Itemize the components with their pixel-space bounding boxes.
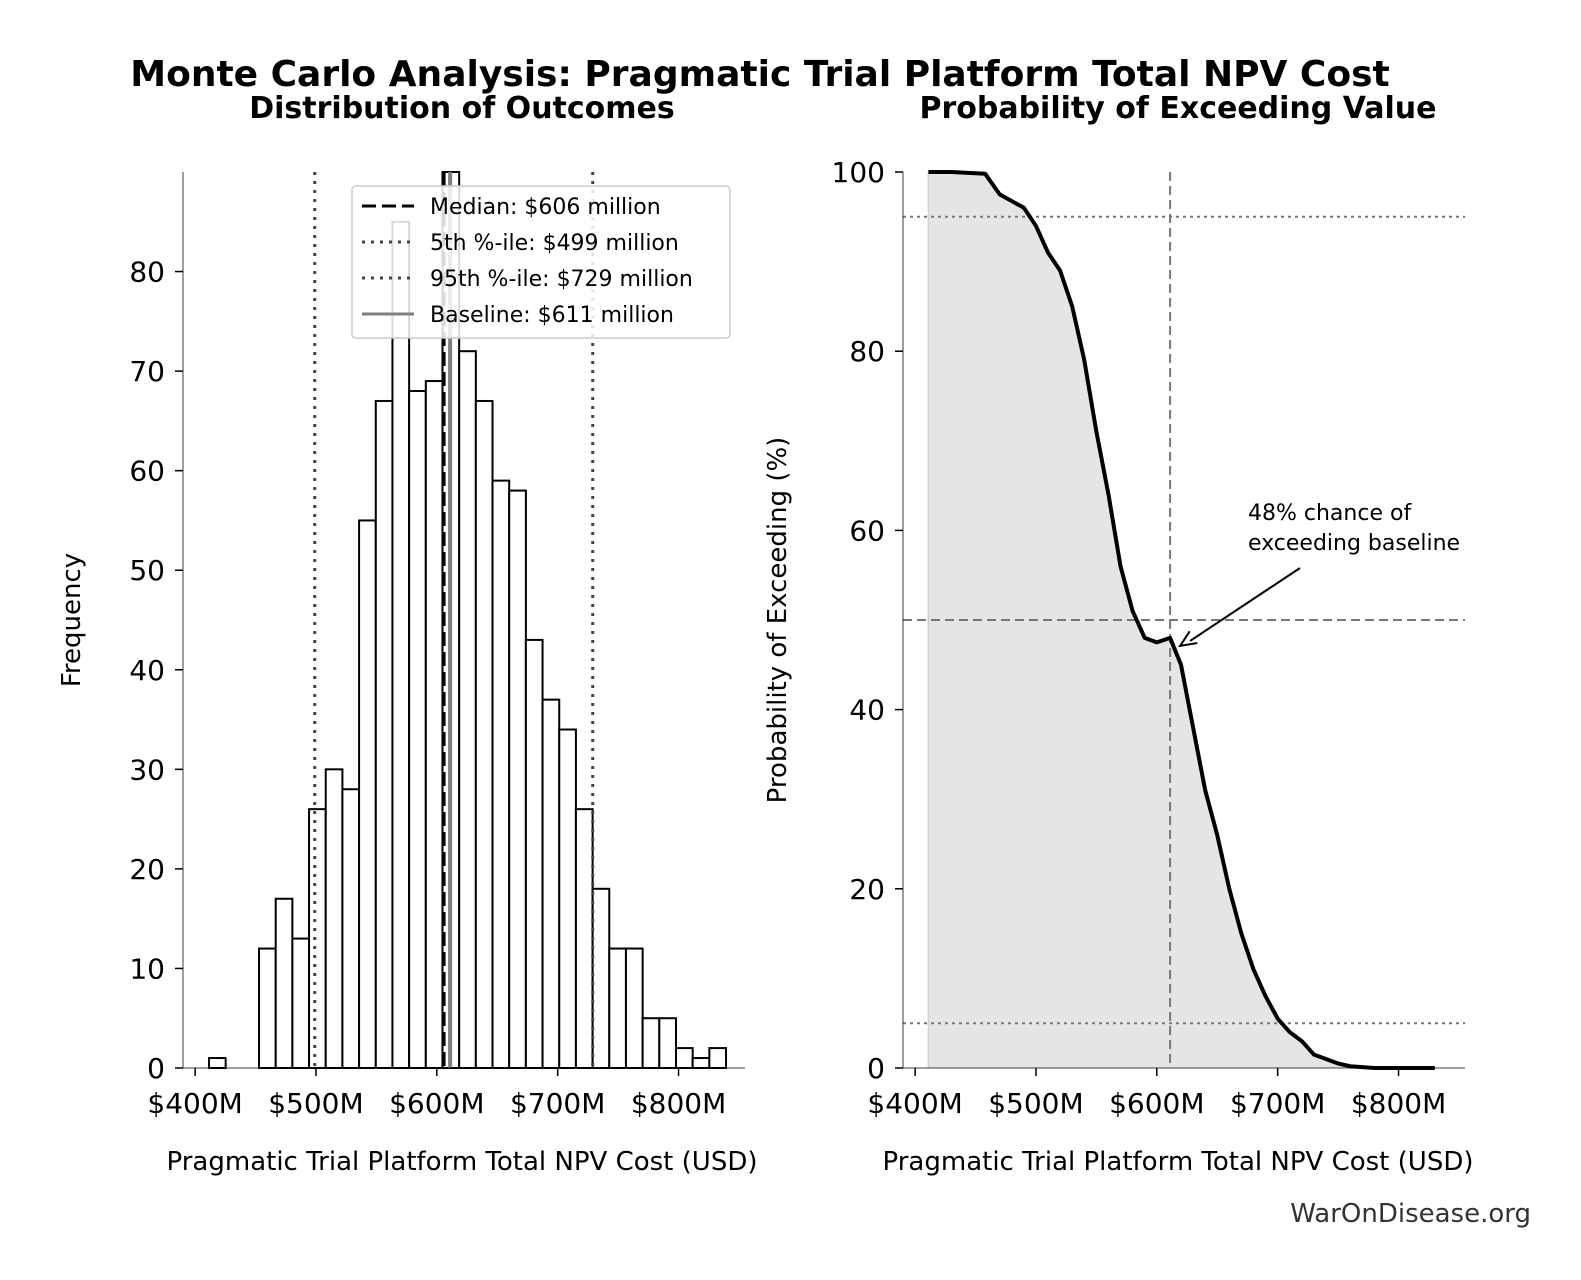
histogram-bar	[491, 479, 511, 1070]
annotation-line-1: 48% chance of	[1248, 501, 1412, 526]
y-tick-label: 40	[849, 694, 885, 727]
histogram-bar	[408, 390, 427, 1069]
y-tick-label: 20	[849, 873, 885, 906]
exceedance-curve	[928, 170, 1435, 1070]
x-tick-label: $400M	[867, 1087, 962, 1120]
exceedance-y-axis-label: Probability of Exceeding (%)	[763, 437, 793, 804]
annotation-line-2: exceeding baseline	[1248, 531, 1460, 556]
legend-box	[351, 185, 731, 339]
x-tick-label: $700M	[510, 1087, 605, 1120]
x-tick-label: $700M	[1230, 1087, 1325, 1120]
histogram-bar	[374, 399, 394, 1069]
exceedance-plot	[903, 170, 1465, 1070]
histogram-bar	[291, 937, 311, 1069]
histogram-x-axis-label: Pragmatic Trial Platform Total NPV Cost …	[167, 1147, 758, 1177]
x-tick-label: $800M	[631, 1087, 726, 1120]
annotation-arrow-shaft	[1189, 567, 1301, 642]
y-tick-label: 50	[129, 554, 165, 587]
histogram-bar	[658, 1017, 677, 1070]
x-tick-label: $500M	[268, 1087, 363, 1120]
y-tick-label: 30	[129, 753, 165, 786]
x-tick-label: $800M	[1351, 1087, 1446, 1120]
histogram-bar	[391, 220, 411, 1069]
y-tick-label: 100	[832, 156, 885, 189]
histogram-bar	[641, 1017, 661, 1070]
histogram-bar	[341, 788, 361, 1069]
exceedance-panel: Probability of Exceeding Value $400M $500…	[763, 91, 1473, 1177]
histogram-bar	[424, 380, 444, 1070]
legend-label: 95th %-ile: $729 million	[430, 267, 693, 292]
histogram-title: Distribution of Outcomes	[249, 91, 675, 126]
histogram-bar	[708, 1047, 728, 1069]
histogram-bar	[207, 1057, 227, 1069]
watermark: WarOnDisease.org	[1290, 1199, 1531, 1229]
histogram-bar	[358, 519, 377, 1069]
legend-label: Baseline: $611 million	[430, 303, 674, 328]
histogram-bar	[274, 897, 294, 1069]
x-tick-label: $600M	[1109, 1087, 1204, 1120]
y-tick-label: 60	[849, 514, 885, 547]
exceedance-axes: $400M $500M $600M $700M $800M 0 20 40 60 80 100	[832, 156, 1465, 1120]
y-tick-label: 80	[129, 256, 165, 289]
histogram-bar	[674, 1047, 694, 1069]
histogram-bar	[458, 350, 477, 1069]
histogram-bar	[258, 947, 277, 1069]
histogram-bar	[308, 808, 327, 1070]
exceedance-x-axis-label: Pragmatic Trial Platform Total NPV Cost …	[883, 1147, 1474, 1177]
y-tick-label: 70	[129, 355, 165, 388]
y-tick-label: 0	[147, 1052, 165, 1085]
legend-label: Median: $606 million	[430, 195, 661, 220]
histogram-bar	[558, 728, 577, 1069]
exceedance-annotation: 48% chance of exceeding baseline	[1248, 501, 1460, 556]
y-tick-label: 60	[129, 455, 165, 488]
exceedance-title: Probability of Exceeding Value	[919, 91, 1436, 126]
histogram-bar	[508, 489, 527, 1070]
histogram-bar	[691, 1057, 711, 1069]
y-tick-label: 40	[129, 654, 165, 687]
figure-title: Monte Carlo Analysis: Pragmatic Trial Pl…	[130, 54, 1389, 95]
histogram-bar	[541, 698, 561, 1070]
y-tick-label: 80	[849, 335, 885, 368]
x-tick-label: $500M	[988, 1087, 1083, 1120]
histogram-bar	[624, 947, 644, 1069]
histogram-legend: Median: $606 million 5th %-ile: $499 mill…	[351, 185, 731, 339]
histogram-bar	[324, 768, 344, 1069]
histogram-bar	[608, 947, 627, 1069]
histogram-bars	[207, 171, 728, 1070]
y-tick-label: 0	[867, 1052, 885, 1085]
y-tick-label: 20	[129, 853, 165, 886]
exceedance-fill	[928, 172, 1435, 1068]
histogram-bar	[591, 887, 611, 1069]
x-tick-label: $400M	[147, 1087, 242, 1120]
histogram-axes: $400M $500M $600M $700M $800M 0 10 20 30 40 50 60 70…	[129, 172, 745, 1120]
histogram-bar	[524, 638, 544, 1070]
annotation-arrow-head	[1178, 630, 1198, 648]
histogram-bar	[474, 399, 494, 1069]
x-tick-label: $600M	[389, 1087, 484, 1120]
y-tick-label: 10	[129, 952, 165, 985]
histogram-panel: Distribution of Outcomes $400M $500M $600M…	[57, 91, 757, 1177]
histogram-bar	[574, 808, 594, 1070]
histogram-y-axis-label: Frequency	[57, 553, 87, 687]
legend-label: 5th %-ile: $499 million	[430, 231, 679, 256]
